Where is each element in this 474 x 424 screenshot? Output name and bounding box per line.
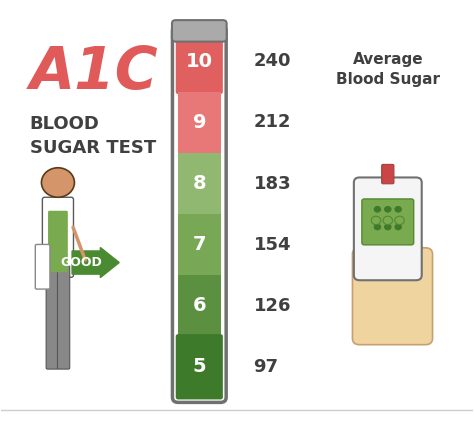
FancyArrow shape (72, 248, 119, 278)
FancyBboxPatch shape (176, 334, 223, 399)
Text: 10: 10 (186, 52, 213, 71)
FancyBboxPatch shape (48, 211, 68, 272)
Circle shape (384, 206, 392, 213)
Text: 6: 6 (192, 296, 206, 315)
FancyBboxPatch shape (362, 199, 414, 245)
Text: 9: 9 (192, 113, 206, 132)
Text: A1C: A1C (30, 44, 158, 100)
Text: 5: 5 (192, 357, 206, 376)
FancyBboxPatch shape (176, 29, 223, 94)
FancyBboxPatch shape (354, 178, 422, 280)
Circle shape (395, 216, 404, 225)
Text: GOOD: GOOD (61, 256, 102, 269)
FancyBboxPatch shape (46, 265, 58, 369)
FancyBboxPatch shape (382, 165, 394, 184)
Circle shape (384, 223, 392, 230)
Text: 212: 212 (254, 114, 291, 131)
FancyBboxPatch shape (57, 265, 70, 369)
Circle shape (374, 223, 381, 230)
FancyBboxPatch shape (42, 197, 73, 277)
Text: 97: 97 (254, 358, 279, 376)
Circle shape (374, 206, 381, 213)
Text: 240: 240 (254, 53, 291, 70)
Text: 126: 126 (254, 297, 291, 315)
Circle shape (371, 216, 381, 225)
FancyBboxPatch shape (353, 248, 433, 345)
Bar (178, 214, 220, 275)
Text: 8: 8 (192, 174, 206, 193)
Bar (178, 275, 220, 336)
Circle shape (394, 206, 402, 213)
FancyBboxPatch shape (172, 20, 227, 42)
FancyBboxPatch shape (36, 244, 50, 289)
Circle shape (383, 216, 392, 225)
Bar (178, 153, 220, 214)
Text: 7: 7 (192, 235, 206, 254)
Bar (178, 92, 220, 153)
Circle shape (41, 168, 74, 197)
Text: 183: 183 (254, 175, 291, 192)
Text: BLOOD
SUGAR TEST: BLOOD SUGAR TEST (30, 115, 156, 157)
Text: Average
Blood Sugar: Average Blood Sugar (336, 52, 440, 87)
Circle shape (394, 223, 402, 230)
Text: 154: 154 (254, 236, 291, 254)
